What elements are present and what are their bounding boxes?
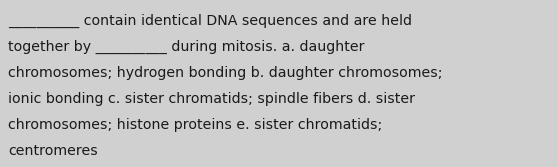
Text: together by __________ during mitosis. a. daughter: together by __________ during mitosis. a… [8, 40, 364, 54]
Text: chromosomes; hydrogen bonding b. daughter chromosomes;: chromosomes; hydrogen bonding b. daughte… [8, 66, 442, 80]
Text: centromeres: centromeres [8, 144, 98, 158]
Text: chromosomes; histone proteins e. sister chromatids;: chromosomes; histone proteins e. sister … [8, 118, 382, 132]
Text: __________ contain identical DNA sequences and are held: __________ contain identical DNA sequenc… [8, 14, 412, 28]
Text: ionic bonding c. sister chromatids; spindle fibers d. sister: ionic bonding c. sister chromatids; spin… [8, 92, 415, 106]
